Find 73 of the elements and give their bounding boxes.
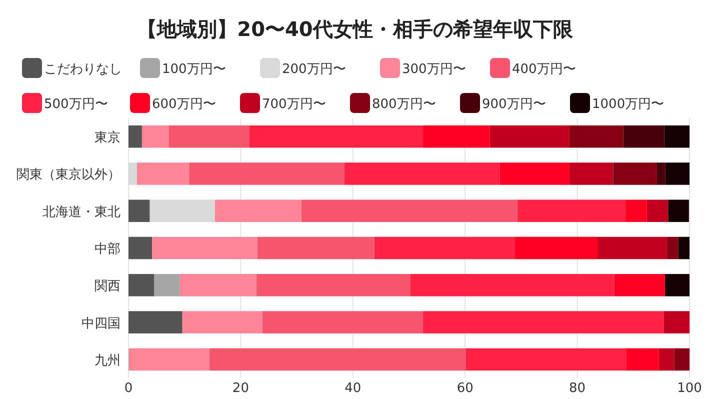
y-tick-label: 中四国 bbox=[82, 316, 120, 332]
bar bbox=[128, 236, 152, 260]
bar bbox=[142, 125, 169, 148]
bar bbox=[667, 236, 678, 260]
bar bbox=[136, 162, 190, 185]
y-tick-label: 北海道・東北 bbox=[42, 204, 120, 220]
bar bbox=[152, 236, 258, 260]
bar bbox=[128, 348, 210, 371]
x-tick-label: 60 bbox=[456, 381, 474, 396]
y-tick-label: 関西 bbox=[94, 279, 120, 294]
bar bbox=[656, 162, 666, 185]
bar bbox=[466, 348, 626, 371]
bar bbox=[249, 125, 424, 148]
bar bbox=[664, 311, 690, 334]
bar bbox=[189, 162, 344, 185]
bar bbox=[150, 200, 215, 222]
bar bbox=[517, 200, 626, 222]
legend-label: 700万円〜 bbox=[262, 97, 326, 112]
legend-label: 800万円〜 bbox=[372, 97, 436, 112]
bar bbox=[423, 311, 664, 334]
legend-label: 500万円〜 bbox=[44, 97, 108, 112]
y-tick-label: 東京 bbox=[94, 130, 120, 146]
bar bbox=[128, 125, 142, 148]
legend-label: 1000万円〜 bbox=[592, 97, 664, 112]
x-tick-label: 100 bbox=[677, 381, 702, 396]
x-tick-label: 20 bbox=[232, 381, 249, 396]
legend-label: 300万円〜 bbox=[402, 62, 466, 77]
bar bbox=[646, 200, 668, 222]
legend-label: 400万円〜 bbox=[512, 62, 576, 77]
legend-label: 900万円〜 bbox=[482, 97, 546, 112]
bar bbox=[674, 348, 690, 371]
bar bbox=[626, 348, 659, 371]
chart-title: 【地域別】20〜40代女性・相手の希望年収下限 bbox=[137, 17, 574, 41]
bar bbox=[668, 200, 689, 222]
legend-label: 200万円〜 bbox=[282, 62, 346, 77]
x-tick-label: 0 bbox=[124, 381, 133, 396]
y-tick-label: 関東（東京以外） bbox=[16, 168, 120, 183]
y-tick-label: 中部 bbox=[94, 242, 120, 257]
x-tick-label: 80 bbox=[569, 381, 586, 396]
bar bbox=[256, 274, 410, 296]
bar bbox=[128, 200, 150, 222]
bar bbox=[128, 311, 182, 334]
bar bbox=[168, 125, 250, 148]
bar bbox=[658, 348, 674, 371]
legend-label: 600万円〜 bbox=[152, 97, 216, 112]
bar bbox=[209, 348, 466, 371]
bar bbox=[569, 125, 624, 148]
bar bbox=[515, 236, 598, 260]
bar bbox=[597, 236, 668, 260]
bar bbox=[623, 125, 664, 148]
bar bbox=[664, 274, 690, 296]
bar bbox=[262, 311, 424, 334]
bar bbox=[678, 236, 690, 260]
legend-label: こだわりなし bbox=[44, 62, 122, 77]
bar bbox=[500, 162, 570, 185]
bar bbox=[344, 162, 500, 185]
y-tick-label: 九州 bbox=[94, 353, 120, 368]
bar bbox=[301, 200, 518, 222]
bar bbox=[613, 162, 656, 185]
legend-label: 100万円〜 bbox=[162, 62, 226, 77]
bar bbox=[374, 236, 516, 260]
bar bbox=[410, 274, 614, 296]
bar bbox=[626, 200, 647, 222]
bar bbox=[614, 274, 665, 296]
bar bbox=[182, 311, 263, 334]
bar bbox=[258, 236, 374, 260]
x-tick-label: 40 bbox=[344, 381, 362, 396]
bar bbox=[214, 200, 302, 222]
bar bbox=[490, 125, 570, 148]
bar bbox=[665, 162, 690, 185]
bar bbox=[664, 125, 690, 148]
bar bbox=[569, 162, 614, 185]
bar bbox=[423, 125, 490, 148]
